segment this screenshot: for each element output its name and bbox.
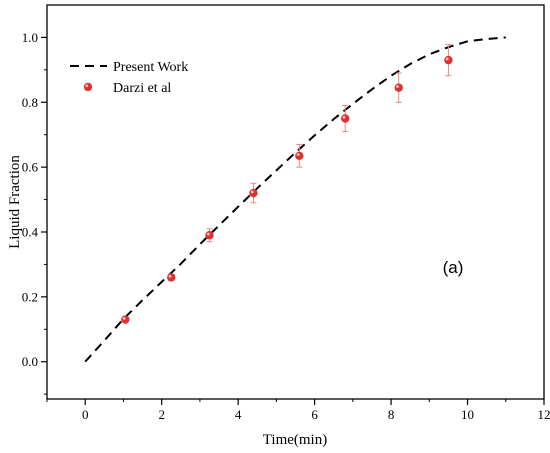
darzi-marker	[205, 231, 214, 240]
darzi-marker	[444, 55, 453, 65]
darzi-marker	[121, 315, 130, 324]
y-axis-label: Liquid Fraction	[7, 155, 23, 249]
x-tick-label: 2	[158, 407, 165, 422]
darzi-marker-highlight	[342, 115, 346, 119]
darzi-marker-highlight	[396, 85, 399, 88]
x-tick-label: 4	[235, 407, 242, 422]
series-layer	[84, 36, 506, 363]
plot-frame	[46, 4, 545, 400]
darzi-point	[341, 105, 350, 132]
darzi-marker	[394, 83, 403, 92]
darzi-point	[295, 143, 304, 168]
y-tick-label: 0.6	[22, 160, 39, 175]
legend-label-darzi: Darzi et al	[113, 81, 171, 96]
darzi-point	[444, 44, 453, 77]
annotation-label: (a)	[443, 258, 464, 277]
x-tick-label: 12	[538, 407, 550, 422]
y-tick-label: 0.4	[22, 224, 39, 239]
legend: Present Work Darzi et al	[70, 60, 188, 96]
x-tick-label: 8	[388, 407, 395, 422]
y-tick-label: 0.2	[22, 289, 38, 304]
series-present-work-line	[84, 36, 506, 363]
x-tick-label: 0	[82, 407, 89, 422]
darzi-marker	[167, 273, 176, 282]
legend-label-present-work: Present Work	[113, 60, 188, 75]
x-tick-label: 6	[311, 407, 318, 422]
y-tick-label: 1.0	[22, 30, 38, 45]
y-tick-label: 0.0	[22, 354, 38, 369]
darzi-marker-highlight	[206, 232, 210, 236]
darzi-marker-highlight	[296, 153, 300, 156]
darzi-point	[205, 228, 214, 243]
darzi-marker-highlight	[168, 274, 172, 278]
darzi-marker	[341, 114, 350, 123]
x-axis-ticks: 0 2 4 6 8 10 12	[46, 399, 550, 422]
darzi-marker-highlight	[122, 316, 126, 320]
y-tick-label: 0.8	[22, 95, 38, 110]
darzi-point	[121, 315, 130, 324]
darzi-marker-highlight	[250, 190, 254, 194]
y-axis-ticks: 0.0 0.2 0.4 0.6 0.8 1.0	[22, 30, 47, 395]
darzi-point	[394, 72, 403, 103]
x-tick-label: 10	[461, 407, 474, 422]
x-axis-label: Time(min)	[263, 432, 327, 448]
legend-marker-highlight	[85, 84, 89, 88]
legend-marker-swatch	[83, 82, 93, 92]
darzi-marker	[249, 188, 258, 198]
darzi-point	[167, 273, 176, 282]
darzi-marker	[295, 151, 304, 160]
darzi-point	[249, 182, 258, 204]
darzi-marker-highlight	[445, 57, 449, 61]
